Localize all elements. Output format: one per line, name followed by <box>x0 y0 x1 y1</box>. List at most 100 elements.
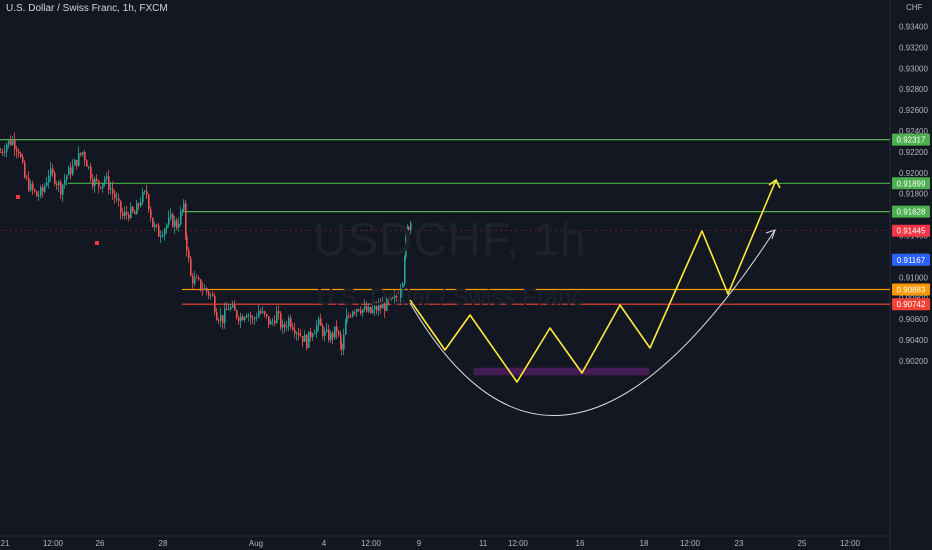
candle-body <box>196 277 198 279</box>
projection-zigzag[interactable] <box>409 179 777 383</box>
candle-body <box>354 311 356 313</box>
candle-body <box>88 166 90 168</box>
y-tick-label: 0.93400 <box>899 22 928 31</box>
candle-body <box>54 173 56 184</box>
candle-body <box>204 288 206 290</box>
candle-body <box>248 315 250 317</box>
candle-body <box>288 317 290 327</box>
candle-body <box>206 288 208 292</box>
y-tick-label: 0.91800 <box>899 190 928 199</box>
price-label: 0.90742 <box>897 300 926 309</box>
candle-body <box>370 306 372 313</box>
candle-body <box>324 331 326 336</box>
candle-body <box>200 279 202 290</box>
candle-body <box>172 214 174 227</box>
candle-body <box>388 299 390 301</box>
candle-body <box>42 187 44 192</box>
price-label: 0.91628 <box>897 208 926 217</box>
candle-body <box>410 222 412 230</box>
candle-body <box>343 334 345 350</box>
candle-body <box>318 318 320 326</box>
candle-body <box>380 304 382 309</box>
candle-body <box>408 226 410 230</box>
candle-body <box>146 191 148 195</box>
candle-body <box>234 305 236 311</box>
candle-body <box>154 224 156 228</box>
candle-body <box>120 200 122 213</box>
candle-body <box>300 335 302 337</box>
candle-body <box>400 289 402 298</box>
candle-body <box>296 333 298 334</box>
candle-body <box>124 212 126 216</box>
candle-body <box>104 178 106 183</box>
candle-body <box>6 144 8 152</box>
candle-body <box>26 177 28 179</box>
candle-body <box>198 277 200 280</box>
currency-label: CHF <box>906 3 923 12</box>
candle-body <box>76 159 78 166</box>
candle-body <box>214 296 216 313</box>
candle-body <box>68 167 70 176</box>
candle-body <box>86 160 88 167</box>
candle-body <box>348 315 350 317</box>
candle-body <box>336 326 338 332</box>
candle-body <box>322 325 324 336</box>
candle-body <box>138 203 140 206</box>
candle-body <box>72 165 74 175</box>
candle-body <box>280 313 282 328</box>
candle-body <box>328 329 330 341</box>
candle-body <box>274 320 276 324</box>
chart-title: U.S. Dollar / Swiss Franc, 1h, FXCM <box>6 3 168 14</box>
candle-body <box>18 151 20 154</box>
candle-body <box>74 159 76 166</box>
candle-body <box>270 321 272 325</box>
projection-arc[interactable] <box>409 229 776 417</box>
candle-body <box>346 315 348 323</box>
candle-body <box>304 334 306 342</box>
x-tick-label: 28 <box>159 539 168 548</box>
consolidation-zone[interactable] <box>473 367 650 376</box>
candle-body <box>402 283 404 290</box>
candle-body <box>362 309 364 313</box>
candle-body <box>168 217 170 225</box>
candle-body <box>298 333 300 336</box>
candle-body <box>218 320 220 321</box>
candle-body <box>341 343 343 350</box>
candle-body <box>144 191 146 193</box>
price-label: 0.92317 <box>897 136 926 145</box>
candle-body <box>114 193 116 199</box>
candle-body <box>386 299 388 311</box>
candle-body <box>276 311 278 324</box>
candle-body <box>320 318 322 326</box>
y-tick-label: 0.91000 <box>899 273 928 282</box>
candle-body <box>256 317 258 319</box>
candle-body <box>254 318 256 319</box>
candle-body <box>112 188 114 194</box>
y-tick-label: 0.92400 <box>899 127 928 136</box>
candle-body <box>60 181 62 195</box>
candle-body <box>183 203 185 210</box>
candle-body <box>82 151 84 155</box>
candle-body <box>226 308 228 310</box>
candle-body <box>66 175 68 180</box>
candle-body <box>268 316 270 325</box>
x-tick-label: 11 <box>479 539 488 548</box>
watermark-symbol: USDCHF, 1h <box>313 213 587 265</box>
candle-body <box>164 229 166 236</box>
candle-body <box>46 182 48 186</box>
candle-body <box>34 189 36 192</box>
candle-body <box>122 212 124 216</box>
y-tick-label: 0.90600 <box>899 315 928 324</box>
candle-body <box>405 235 407 258</box>
candle-body <box>106 176 108 179</box>
candle-body <box>142 192 144 203</box>
marker <box>16 195 20 199</box>
candle-body <box>64 179 66 185</box>
candle-body <box>208 291 210 296</box>
candle-body <box>96 178 98 181</box>
candle-body <box>8 140 10 145</box>
candle-body <box>182 209 184 211</box>
candle-body <box>190 258 192 276</box>
candle-body <box>222 315 224 324</box>
